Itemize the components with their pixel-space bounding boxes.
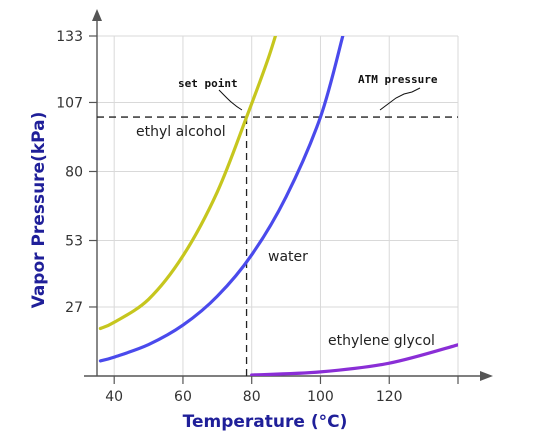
y-axis-title: Vapor Pressure(kPa)	[29, 112, 49, 309]
series-label-ethyl-alcohol: ethyl alcohol	[136, 124, 226, 140]
set-point-annotation: set point	[178, 77, 238, 90]
axes	[84, 9, 493, 384]
series-line-water	[98, 36, 345, 363]
series-line-ethylene-glycol	[250, 343, 458, 376]
y-tick-label-80: 80	[65, 164, 83, 180]
x-tick-label-120: 120	[376, 389, 403, 405]
y-tick-label-133: 133	[56, 29, 83, 45]
atm-pressure-callout-line	[379, 87, 421, 111]
atm-pressure-annotation: ATM pressure	[358, 73, 438, 86]
x-axis-arrow	[480, 371, 493, 381]
y-tick-label-27: 27	[65, 300, 83, 316]
series-label-ethylene-glycol: ethylene glycol	[328, 333, 435, 349]
reference-lines	[97, 116, 458, 376]
y-axis-arrow	[92, 9, 102, 21]
set-point-callout-line	[218, 89, 243, 111]
series-label-water: water	[268, 249, 308, 265]
x-axis-title: Temperature (°C)	[183, 412, 348, 432]
y-tick-label-53: 53	[65, 234, 83, 250]
grid	[97, 35, 459, 376]
series-lines	[98, 36, 458, 376]
tick-labels: 40 60 80 100 120 27 53 80 107 133	[56, 29, 402, 405]
x-tick-label-80: 80	[243, 389, 261, 405]
x-tick-label-60: 60	[174, 389, 192, 405]
x-tick-label-40: 40	[105, 389, 123, 405]
series-line-ethyl-alcohol	[98, 36, 278, 331]
y-tick-label-107: 107	[56, 95, 83, 111]
x-tick-label-100: 100	[307, 389, 334, 405]
